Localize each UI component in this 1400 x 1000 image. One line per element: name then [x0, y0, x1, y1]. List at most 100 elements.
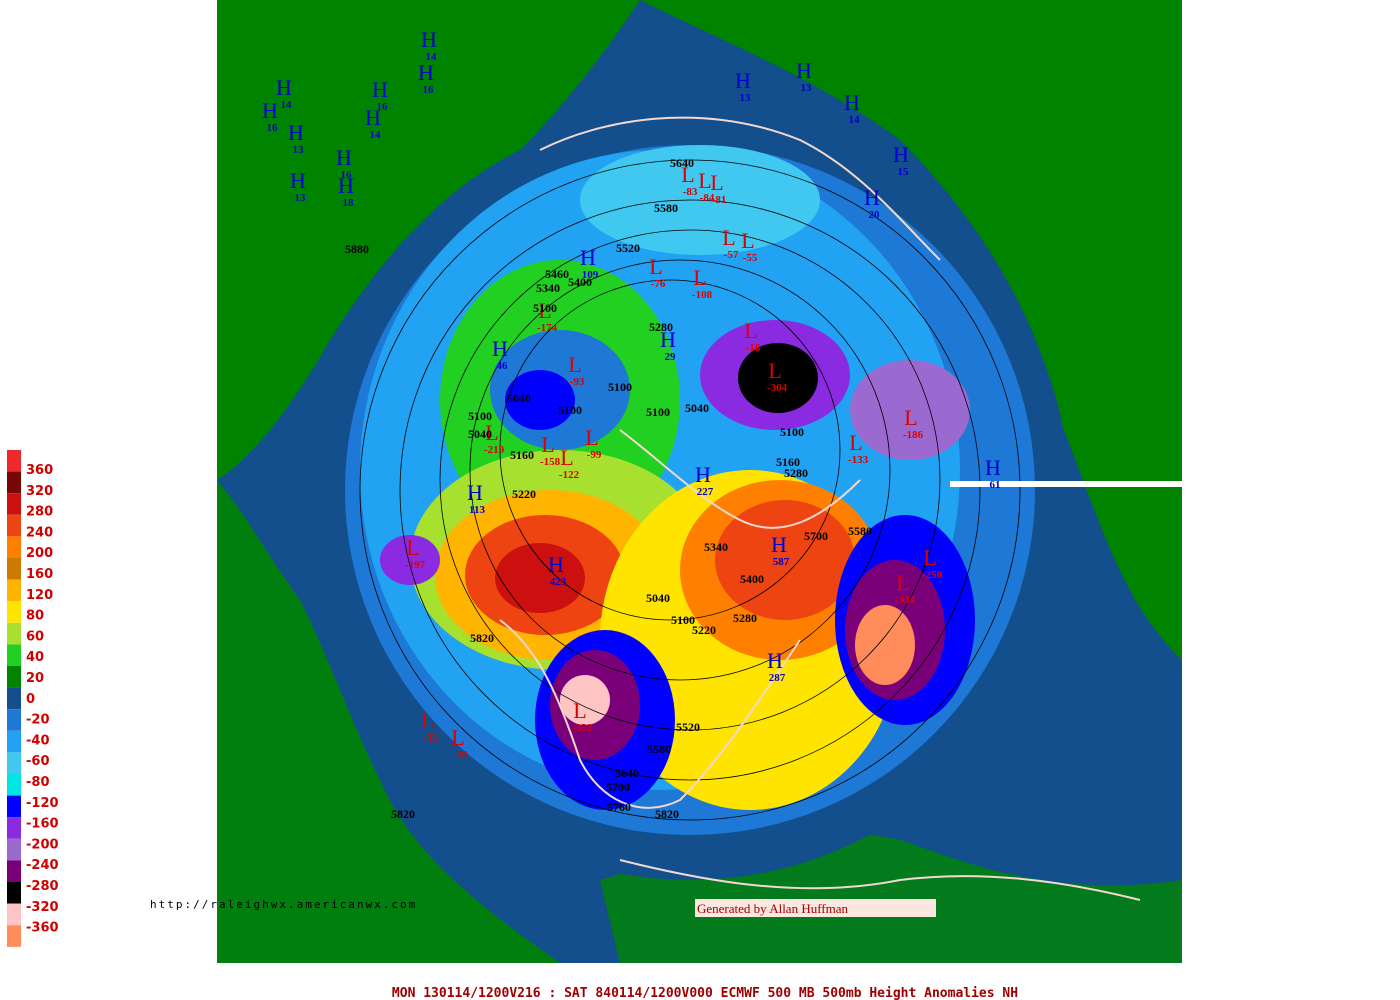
- lows-value: -133: [848, 454, 869, 466]
- legend-swatch: [7, 558, 21, 580]
- contour-label: 5100: [468, 409, 492, 423]
- legend-swatch: [7, 774, 21, 796]
- lows-letter: L: [585, 425, 598, 450]
- contour-label: 5400: [740, 572, 764, 586]
- highs-letter: H: [548, 552, 564, 577]
- legend-swatch: [7, 795, 21, 818]
- lows-letter: L: [698, 168, 711, 193]
- contour-label: 5100: [780, 425, 804, 439]
- contour-label: 5820: [391, 807, 415, 821]
- lows-value: -186: [903, 429, 924, 441]
- lows-value: -108: [692, 289, 713, 301]
- highs-value: 16: [423, 84, 435, 96]
- contour-label: 5700: [606, 780, 630, 794]
- lows-value: -158: [540, 456, 561, 468]
- highs-letter: H: [767, 648, 783, 673]
- legend-label: 320: [26, 484, 53, 499]
- highs-value: 46: [497, 360, 509, 372]
- highs-letter: H: [467, 480, 483, 505]
- highs-value: 14: [426, 51, 438, 63]
- legend-label: 360: [26, 463, 53, 478]
- lows-value: -57: [724, 249, 739, 261]
- contour-label: 5040: [507, 391, 531, 405]
- contour-label: 5580: [848, 524, 872, 538]
- lows-letter: L: [923, 545, 936, 570]
- lows-value: -18: [746, 342, 761, 354]
- map-background: [217, 0, 1182, 963]
- highs-value: 16: [377, 101, 389, 113]
- legend-swatch: [7, 903, 21, 926]
- highs-letter: H: [985, 455, 1001, 480]
- legend-swatch: [7, 925, 21, 947]
- contour-label: 5220: [692, 623, 716, 637]
- legend-label: -240: [26, 858, 59, 873]
- credit-box: [695, 899, 936, 917]
- legend-swatch: [7, 601, 21, 623]
- legend-swatch: [7, 752, 21, 774]
- lows-value: -122: [559, 469, 580, 481]
- highs-letter: H: [336, 145, 352, 170]
- highs-letter: H: [660, 327, 676, 352]
- lows-letter: L: [538, 298, 551, 323]
- highs-value: 287: [769, 672, 786, 684]
- highs-value: 14: [849, 114, 861, 126]
- contour-label: 5280: [784, 466, 808, 480]
- highs-value: 227: [697, 486, 714, 498]
- highs-letter: H: [580, 245, 596, 270]
- lows-letter: L: [649, 254, 662, 279]
- contour-label: 5400: [568, 275, 592, 289]
- contour-label: 5760: [607, 800, 631, 814]
- lows-letter: L: [722, 225, 735, 250]
- contour-label: 5340: [704, 540, 728, 554]
- legend-swatch: [7, 838, 21, 861]
- highs-letter: H: [864, 185, 880, 210]
- legend-label: 60: [26, 629, 44, 644]
- legend-label: -40: [26, 733, 50, 748]
- legend-swatch: [7, 882, 21, 904]
- highs-value: 13: [801, 82, 813, 94]
- contour-label: 5340: [536, 281, 560, 295]
- contour-label: 5580: [654, 201, 678, 215]
- highs-letter: H: [276, 75, 292, 100]
- highs-letter: H: [338, 173, 354, 198]
- highs-letter: H: [290, 168, 306, 193]
- legend-swatch: [7, 687, 21, 710]
- highs-value: 61: [990, 479, 1001, 491]
- contour-label: 5820: [655, 807, 679, 821]
- legend-swatch: [7, 666, 21, 688]
- legend-label: -80: [26, 775, 50, 790]
- lows-letter: L: [710, 170, 723, 195]
- highs-value: 15: [898, 166, 910, 178]
- lows-letter: L: [406, 535, 419, 560]
- highs-letter: H: [893, 142, 909, 167]
- contour-label: 5820: [470, 631, 494, 645]
- lows-value: -81: [712, 194, 727, 206]
- contour-label: 5100: [608, 380, 632, 394]
- legend-label: -200: [26, 837, 59, 852]
- highs-value: 14: [281, 99, 293, 111]
- legend-label: 240: [26, 525, 53, 540]
- legend-label: 200: [26, 546, 53, 561]
- legend-swatch: [7, 579, 21, 602]
- lows-value: -99: [587, 449, 602, 461]
- highs-value: 13: [293, 144, 305, 156]
- lows-letter: L: [421, 708, 434, 733]
- contour-label: 5520: [616, 241, 640, 255]
- legend-label: -20: [26, 713, 50, 728]
- highs-letter: H: [288, 120, 304, 145]
- legend-swatch: [7, 860, 21, 882]
- lows-value: -219: [484, 444, 505, 456]
- highs-letter: H: [365, 105, 381, 130]
- legend-label: -60: [26, 754, 50, 769]
- legend-label: 280: [26, 505, 53, 520]
- highs-letter: H: [735, 68, 751, 93]
- highs-value: 29: [665, 351, 677, 363]
- contour-label: 5280: [733, 611, 757, 625]
- legend-label: -360: [26, 921, 59, 936]
- contour-label: 5640: [615, 766, 639, 780]
- lows-letter: L: [744, 318, 757, 343]
- lows-letter: L: [693, 265, 706, 290]
- source-url: http://raleighwx.americanwx.com: [150, 898, 417, 911]
- legend-label: 20: [26, 671, 44, 686]
